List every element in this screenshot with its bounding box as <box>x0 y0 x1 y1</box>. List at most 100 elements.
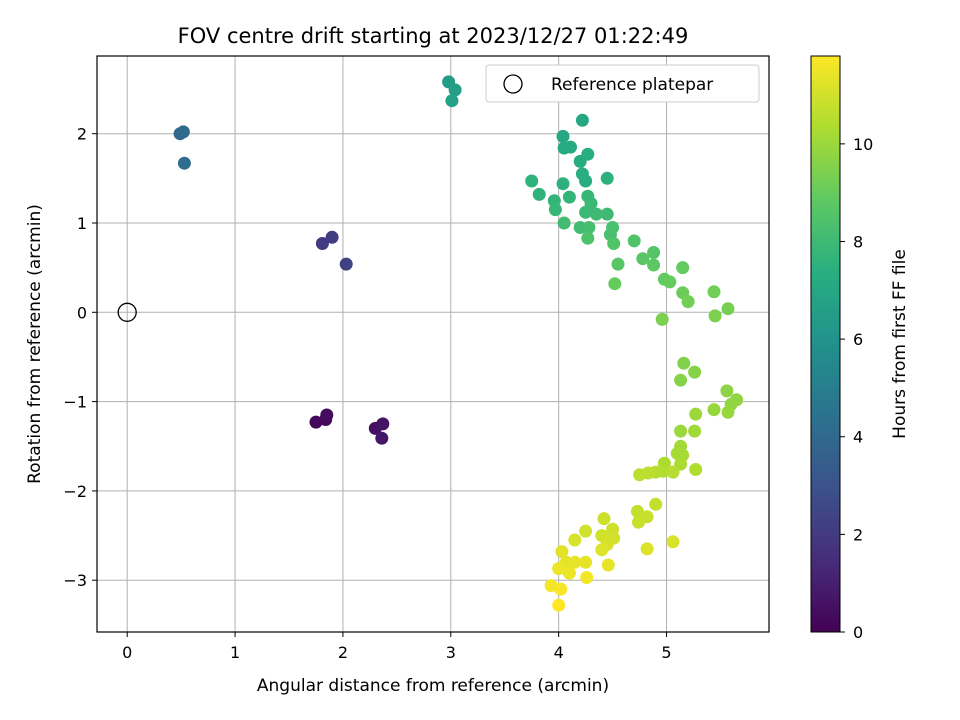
colorbar-ticks: 0 2 4 6 8 10 <box>840 135 873 642</box>
scatter-point <box>562 566 576 580</box>
scatter-point <box>627 234 641 248</box>
scatter-point <box>688 365 702 379</box>
scatter-point <box>677 356 691 370</box>
scatter-point <box>611 257 625 271</box>
scatter-point <box>689 463 703 476</box>
scatter-point <box>548 203 562 217</box>
scatter-point <box>325 230 339 244</box>
scatter-point <box>575 113 589 127</box>
legend-label: Reference platepar <box>551 75 713 95</box>
x-tick-label: 3 <box>446 643 456 662</box>
scatter-point <box>689 407 703 421</box>
scatter-point <box>721 405 735 419</box>
scatter-point <box>707 285 721 299</box>
scatter-point <box>663 275 677 289</box>
colorbar-tick-label: 0 <box>853 623 863 642</box>
scatter-point <box>655 312 669 326</box>
data-points <box>173 75 744 612</box>
scatter-point <box>707 403 721 417</box>
scatter-point <box>647 246 661 259</box>
colorbar: 0 2 4 6 8 10 Hours from first FF file <box>810 55 910 642</box>
y-tick-label: 1 <box>77 214 87 233</box>
y-tick-label: −1 <box>63 393 87 412</box>
scatter-point <box>376 417 390 431</box>
x-tick-label: 1 <box>230 643 240 662</box>
y-axis-label: Rotation from reference (arcmin) <box>25 204 45 484</box>
scatter-point <box>720 384 734 398</box>
scatter-point <box>688 424 702 438</box>
scatter-point <box>445 94 459 108</box>
scatter-point <box>556 177 570 191</box>
scatter-point <box>632 515 645 529</box>
colorbar-gradient <box>810 55 841 633</box>
scatter-point <box>708 309 722 323</box>
scatter-point <box>666 535 680 549</box>
scatter-point <box>608 277 622 291</box>
scatter-point <box>630 504 644 518</box>
scatter-point <box>320 408 334 422</box>
scatter-point <box>589 207 603 221</box>
colorbar-tick-label: 6 <box>853 330 863 349</box>
scatter-point <box>640 542 654 556</box>
scatter-point <box>448 83 462 97</box>
scatter-point <box>597 512 611 526</box>
x-tick-label: 5 <box>661 643 671 662</box>
x-axis-ticks: 0 1 2 3 4 5 <box>122 632 672 662</box>
scatter-point <box>579 174 593 188</box>
scatter-point <box>581 147 595 161</box>
scatter-point <box>532 187 546 201</box>
scatter-point <box>666 465 680 479</box>
y-tick-label: 0 <box>77 303 87 322</box>
colorbar-tick-label: 10 <box>853 135 873 154</box>
legend-box <box>485 64 760 103</box>
scatter-point <box>600 171 614 185</box>
scatter-point <box>568 533 582 547</box>
scatter-point <box>564 140 577 154</box>
scatter-point <box>176 125 190 139</box>
scatter-point <box>375 431 389 445</box>
scatter-point <box>674 373 688 387</box>
scatter-point <box>315 237 329 250</box>
y-tick-label: −3 <box>63 571 87 590</box>
scatter-point <box>568 555 582 569</box>
scatter-point <box>607 237 621 250</box>
x-axis-label: Angular distance from reference (arcmin) <box>257 676 609 696</box>
scatter-point <box>579 205 593 219</box>
reference-marker-group <box>117 302 137 322</box>
scatter-point <box>552 598 566 612</box>
scatter-point <box>681 295 695 309</box>
legend: Reference platepar <box>485 64 760 103</box>
scatter-point <box>579 555 593 569</box>
reference-platepar-marker <box>117 302 137 322</box>
scatter-point <box>339 257 353 271</box>
x-tick-label: 2 <box>338 643 348 662</box>
y-tick-label: 2 <box>77 125 87 144</box>
scatter-point <box>525 174 539 188</box>
scatter-point <box>562 190 576 204</box>
scatter-point <box>552 562 566 576</box>
colorbar-tick-label: 2 <box>853 525 863 544</box>
scatter-point <box>636 252 650 266</box>
colorbar-tick-label: 8 <box>853 232 863 251</box>
scatter-point <box>556 129 570 143</box>
scatter-point <box>557 216 571 230</box>
scatter-point <box>676 261 690 275</box>
y-axis-ticks: −3 −2 −1 0 1 2 <box>63 125 97 590</box>
x-tick-label: 4 <box>554 643 564 662</box>
scatter-point <box>580 571 594 584</box>
scatter-point <box>633 468 647 482</box>
grid-lines <box>97 56 769 632</box>
colorbar-label: Hours from first FF file <box>890 249 910 439</box>
scatter-point <box>721 302 735 316</box>
scatter-point <box>674 424 688 438</box>
scatter-point <box>600 207 614 221</box>
colorbar-tick-label: 4 <box>853 428 863 447</box>
chart-title: FOV centre drift starting at 2023/12/27 … <box>178 24 689 48</box>
scatter-point <box>647 258 661 272</box>
scatter-point <box>581 231 595 245</box>
x-tick-label: 0 <box>122 643 132 662</box>
y-tick-label: −2 <box>63 482 87 501</box>
scatter-point <box>555 545 569 559</box>
scatter-point <box>554 582 568 596</box>
